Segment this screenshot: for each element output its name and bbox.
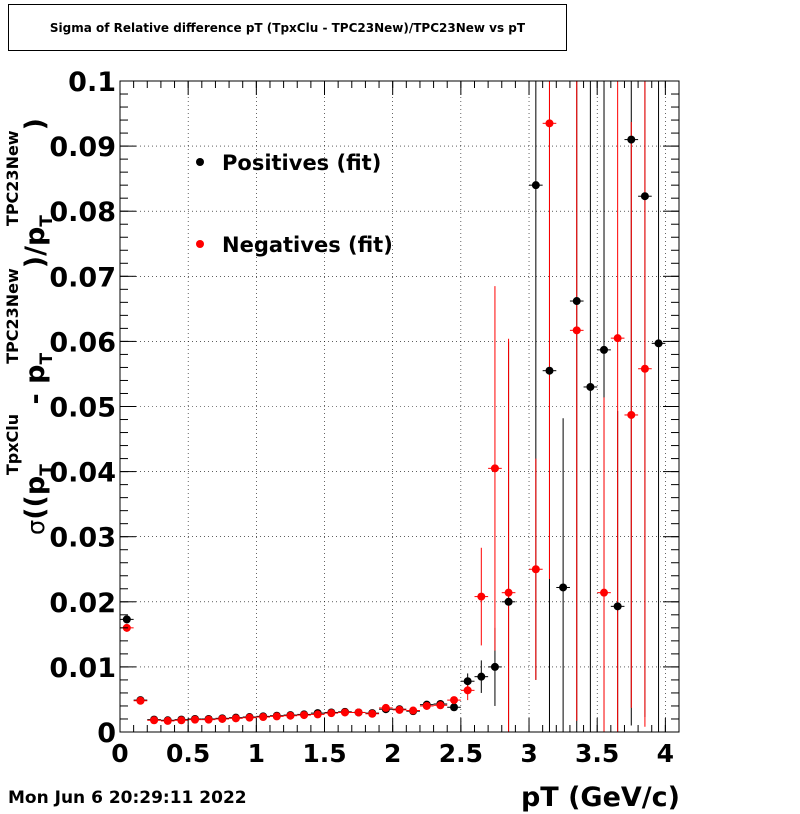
- legend-marker-positives: [196, 158, 204, 166]
- error-bars: [120, 81, 666, 732]
- data-point-positive: [600, 345, 609, 354]
- data-point-positive: [627, 135, 636, 144]
- data-point-negative: [163, 716, 172, 725]
- data-point-positive: [545, 366, 554, 375]
- data-point-positive: [586, 382, 595, 391]
- y-tick-label: 0.08: [49, 197, 116, 228]
- data-point-positive: [450, 703, 459, 712]
- data-point-negative: [395, 705, 404, 714]
- data-points: [122, 119, 663, 725]
- x-tick-label: 2: [384, 739, 401, 768]
- data-point-negative: [572, 326, 581, 335]
- data-point-negative: [368, 709, 377, 718]
- data-point-negative: [600, 588, 609, 597]
- data-point-negative: [190, 715, 199, 724]
- legend-marker-negatives: [196, 240, 204, 248]
- timestamp: Mon Jun 6 20:29:11 2022: [8, 788, 247, 808]
- data-point-positive: [490, 662, 499, 671]
- data-point-negative: [422, 701, 431, 710]
- legend: Positives (fit) Negatives (fit): [196, 151, 393, 257]
- data-point-negative: [286, 711, 295, 720]
- data-point-positive: [559, 583, 568, 592]
- y-tick-label: 0.05: [49, 393, 116, 424]
- data-point-negative: [613, 334, 622, 343]
- legend-label-negatives: Negatives (fit): [222, 233, 393, 257]
- data-point-positive: [463, 677, 472, 686]
- data-point-negative: [463, 686, 472, 695]
- axis-ticks: [119, 80, 680, 733]
- data-point-negative: [490, 464, 499, 473]
- data-point-negative: [218, 714, 227, 723]
- data-point-negative: [204, 715, 213, 724]
- x-tick-label: 1.5: [302, 739, 346, 768]
- data-point-negative: [340, 708, 349, 717]
- data-point-negative: [477, 592, 486, 601]
- data-point-negative: [272, 712, 281, 721]
- data-point-positive: [640, 192, 649, 201]
- data-point-negative: [245, 713, 254, 722]
- y-tick-label: 0.04: [49, 458, 116, 489]
- y-tick-label: 0.01: [49, 653, 116, 684]
- data-point-negative: [504, 588, 513, 597]
- data-point-negative: [231, 714, 240, 723]
- data-point-positive: [572, 297, 581, 306]
- x-tick-label: 3.5: [575, 739, 619, 768]
- x-tick-label: 2.5: [439, 739, 483, 768]
- data-point-positive: [122, 615, 131, 624]
- y-tick-label: 0.09: [49, 132, 116, 163]
- data-point-negative: [640, 364, 649, 373]
- data-point-positive: [654, 339, 663, 348]
- data-point-negative: [136, 696, 145, 705]
- tick-labels: 0 0.5 1 1.5 2 2.5 3 3.5 4 0 0.01 0.02 0.03 0.04 0.05 0.…: [49, 67, 674, 768]
- data-point-negative: [627, 410, 636, 419]
- data-point-negative: [300, 711, 309, 720]
- y-tick-label: 0.02: [49, 588, 116, 619]
- x-tick-label: 0.5: [166, 739, 210, 768]
- grid-lines: [120, 81, 679, 732]
- y-axis-label: σ((pTTpxClu - pTTPC23New)/pTTPC23New): [3, 118, 57, 535]
- plot-frame: [119, 80, 680, 733]
- y-tick-label: 0.06: [49, 327, 116, 358]
- data-point-negative: [436, 701, 445, 710]
- data-point-negative: [409, 706, 418, 715]
- x-tick-label: 4: [657, 739, 674, 768]
- data-point-negative: [327, 709, 336, 718]
- chart-title: Sigma of Relative difference pT (TpxClu …: [8, 4, 567, 51]
- data-point-negative: [531, 565, 540, 574]
- data-point-negative: [545, 119, 554, 128]
- data-point-negative: [450, 696, 459, 705]
- data-point-negative: [354, 708, 363, 717]
- data-point-negative: [381, 703, 390, 712]
- x-tick-label: 1: [248, 739, 265, 768]
- data-point-negative: [313, 710, 322, 719]
- y-tick-label: 0.1: [68, 67, 116, 98]
- y-tick-label: 0: [97, 718, 116, 749]
- data-point-positive: [531, 181, 540, 190]
- data-point-positive: [477, 672, 486, 681]
- x-tick-label: 0: [111, 739, 128, 768]
- x-tick-label: 3: [520, 739, 537, 768]
- legend-label-positives: Positives (fit): [222, 151, 381, 175]
- y-tick-label: 0.07: [49, 262, 116, 293]
- x-axis-label: pT (GeV/c): [521, 782, 680, 813]
- data-point-negative: [150, 716, 159, 725]
- data-point-negative: [259, 713, 268, 722]
- data-point-positive: [613, 602, 622, 611]
- data-point-positive: [504, 597, 513, 606]
- data-point-negative: [177, 716, 186, 725]
- y-tick-label: 0.03: [49, 523, 116, 554]
